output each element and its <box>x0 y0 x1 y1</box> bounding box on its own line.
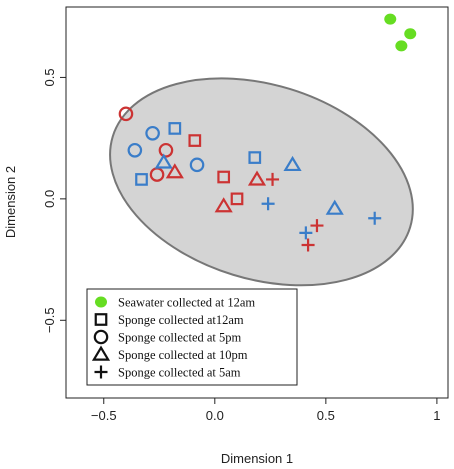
seawater-point <box>384 13 397 25</box>
square-point <box>168 122 182 135</box>
circle-point <box>145 125 160 141</box>
data-points <box>118 13 417 252</box>
legend-marker <box>93 329 109 345</box>
legend-label: Sponge collected at 5pm <box>118 331 242 345</box>
square-point <box>230 192 244 206</box>
plus-point <box>266 172 280 186</box>
circle-point <box>127 142 143 158</box>
legend-marker <box>94 313 108 326</box>
seawater-point <box>404 28 417 40</box>
plus-point <box>310 219 324 233</box>
square-point <box>188 134 202 147</box>
circle-point <box>158 142 174 158</box>
x-tick-label: 1 <box>433 408 440 423</box>
circle-point <box>118 106 134 122</box>
legend-label: Sponge collected at 5am <box>118 366 241 380</box>
plus-point <box>368 211 382 225</box>
plus-point <box>299 226 313 240</box>
triangle-point <box>214 197 233 213</box>
triangle-point <box>154 153 173 169</box>
legend-label: Sponge collected at 10pm <box>118 348 248 362</box>
plot-frame <box>65 6 449 399</box>
legend-label: Sponge collected at12am <box>118 313 244 327</box>
square-point <box>248 151 262 164</box>
seawater-point <box>395 40 408 52</box>
x-tick-label: −0.5 <box>91 408 117 423</box>
legend-box <box>86 288 298 386</box>
triangle-point <box>247 170 267 186</box>
y-tick-label: 0.5 <box>42 68 57 86</box>
legend-marker <box>91 345 111 361</box>
legend-marker <box>94 365 108 379</box>
triangle-point <box>165 163 184 179</box>
legend: Seawater collected at 12am Sponge collect… <box>86 288 298 386</box>
plus-point <box>301 238 315 252</box>
square-point <box>217 170 231 184</box>
triangle-point <box>283 155 302 172</box>
circle-point <box>189 157 205 173</box>
legend-label: Seawater collected at 12am <box>118 296 255 310</box>
plus-point <box>261 197 275 211</box>
y-axis-title: Dimension 2 <box>3 166 18 238</box>
square-point <box>135 173 148 186</box>
x-axis-title: Dimension 1 <box>221 451 293 466</box>
x-tick-label: 0.5 <box>317 408 335 423</box>
x-axis: −0.5 0.0 0.5 1 <box>91 398 441 423</box>
x-tick-label: 0.0 <box>206 408 224 423</box>
legend-marker <box>95 296 107 308</box>
y-tick-label: −0.5 <box>42 307 57 333</box>
triangle-point <box>325 199 344 215</box>
y-axis: −0.5 0.0 0.5 <box>42 68 66 333</box>
y-tick-label: 0.0 <box>42 190 57 208</box>
